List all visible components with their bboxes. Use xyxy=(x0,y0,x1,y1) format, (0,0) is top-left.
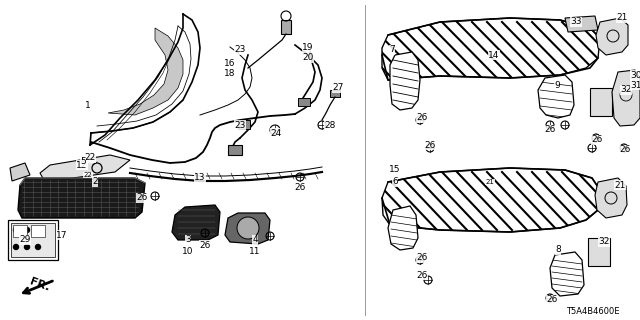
Circle shape xyxy=(13,244,19,250)
Text: 19: 19 xyxy=(302,44,314,52)
Text: 7: 7 xyxy=(389,45,395,54)
Text: 32: 32 xyxy=(620,85,632,94)
Text: 22: 22 xyxy=(84,154,95,163)
Text: 26: 26 xyxy=(199,241,211,250)
Text: 20: 20 xyxy=(302,53,314,62)
Text: 26: 26 xyxy=(547,295,557,305)
Text: 26: 26 xyxy=(136,194,148,203)
Text: 21: 21 xyxy=(616,13,628,22)
Polygon shape xyxy=(565,16,598,32)
Text: 3: 3 xyxy=(185,236,191,244)
Polygon shape xyxy=(388,206,418,250)
Polygon shape xyxy=(382,18,600,80)
Text: 22: 22 xyxy=(84,172,92,178)
Circle shape xyxy=(24,228,29,233)
Text: 26: 26 xyxy=(424,140,436,149)
Text: 28: 28 xyxy=(324,121,336,130)
Text: 26: 26 xyxy=(416,270,428,279)
Text: 32: 32 xyxy=(598,237,610,246)
Text: 26: 26 xyxy=(416,114,428,123)
Text: 21: 21 xyxy=(614,180,626,189)
Text: 30: 30 xyxy=(630,70,640,79)
Polygon shape xyxy=(18,178,145,218)
Circle shape xyxy=(237,217,259,239)
Polygon shape xyxy=(538,75,574,118)
Polygon shape xyxy=(550,252,584,296)
Polygon shape xyxy=(172,205,220,240)
Text: 14: 14 xyxy=(488,51,500,60)
Bar xyxy=(238,120,250,129)
Text: 26: 26 xyxy=(620,146,630,155)
Bar xyxy=(228,145,242,155)
Text: 16: 16 xyxy=(224,59,236,68)
Text: 27: 27 xyxy=(332,84,344,92)
Bar xyxy=(8,220,58,260)
Text: 33: 33 xyxy=(570,18,582,27)
Bar xyxy=(588,238,610,266)
Text: 29: 29 xyxy=(19,236,31,244)
Text: 26: 26 xyxy=(544,125,556,134)
Circle shape xyxy=(35,228,40,233)
Text: 15: 15 xyxy=(389,165,401,174)
Text: 1: 1 xyxy=(85,100,91,109)
Polygon shape xyxy=(612,70,640,126)
Polygon shape xyxy=(40,155,130,182)
Text: 23: 23 xyxy=(234,45,246,54)
Text: 26: 26 xyxy=(294,182,306,191)
Text: 5: 5 xyxy=(80,157,86,166)
Bar xyxy=(281,20,291,34)
Polygon shape xyxy=(596,18,628,55)
Bar xyxy=(11,223,55,257)
Bar xyxy=(13,225,27,237)
Text: 9: 9 xyxy=(554,82,560,91)
Text: 17: 17 xyxy=(56,230,68,239)
Text: 26: 26 xyxy=(416,253,428,262)
Text: 23: 23 xyxy=(234,121,246,130)
Circle shape xyxy=(35,244,40,250)
Text: 18: 18 xyxy=(224,68,236,77)
Text: 4: 4 xyxy=(252,236,258,244)
Text: T5A4B4600E: T5A4B4600E xyxy=(566,308,620,316)
Polygon shape xyxy=(10,163,30,181)
Text: 8: 8 xyxy=(555,245,561,254)
Text: 6: 6 xyxy=(392,178,398,187)
Text: 26: 26 xyxy=(591,135,603,145)
Polygon shape xyxy=(595,178,627,218)
Text: 10: 10 xyxy=(182,247,194,257)
Bar xyxy=(31,225,45,237)
Polygon shape xyxy=(108,28,183,115)
Text: 12: 12 xyxy=(76,161,88,170)
Text: 24: 24 xyxy=(270,129,282,138)
Polygon shape xyxy=(225,213,270,244)
Text: FR.: FR. xyxy=(29,277,51,293)
Text: 21: 21 xyxy=(486,179,495,185)
Bar xyxy=(590,88,612,116)
Text: 2: 2 xyxy=(92,178,98,187)
Bar xyxy=(298,98,310,106)
Text: 31: 31 xyxy=(630,81,640,90)
Bar xyxy=(330,90,340,97)
Circle shape xyxy=(24,244,29,250)
Polygon shape xyxy=(390,52,420,110)
Circle shape xyxy=(13,228,19,233)
Text: 11: 11 xyxy=(249,247,260,257)
Polygon shape xyxy=(382,168,600,232)
Text: 13: 13 xyxy=(195,173,205,182)
